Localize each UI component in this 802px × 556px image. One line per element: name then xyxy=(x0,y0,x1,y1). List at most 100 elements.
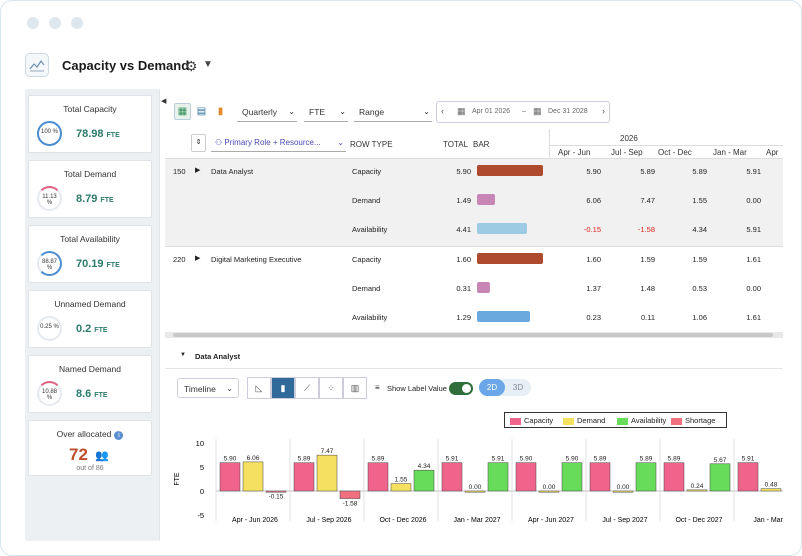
scrollbar-thumb[interactable] xyxy=(173,333,773,337)
row-total: 1.29 xyxy=(456,313,471,322)
year-header: 2026 xyxy=(620,134,638,143)
window-dot[interactable] xyxy=(27,17,39,29)
legend-item[interactable]: Shortage xyxy=(671,416,715,426)
window-dot[interactable] xyxy=(49,17,61,29)
quarter-value: 5.89 xyxy=(640,167,655,176)
quarter-value: 1.59 xyxy=(692,255,707,264)
x-tick-label: Jan - Mar 20 xyxy=(753,517,783,524)
total-bar xyxy=(477,194,495,205)
dimension-toggle[interactable]: 2D 3D xyxy=(479,379,531,396)
chevron-down-icon[interactable]: ▼ xyxy=(203,59,213,70)
legend-item[interactable]: Availability xyxy=(617,416,666,426)
bar-capacity xyxy=(663,462,685,492)
window-dot[interactable] xyxy=(71,17,83,29)
x-tick-label: Jul - Sep 2027 xyxy=(602,517,647,524)
date-to[interactable]: Dec 31 2028 xyxy=(548,108,588,115)
chevron-left-icon[interactable]: ‹ xyxy=(441,106,444,116)
chart-controls: Timeline ⌄ ◺ ▮ ⟋ ⁘ ▥ ≡ Show Label Value 2… xyxy=(165,377,783,405)
detail-title: Data Analyst xyxy=(195,352,241,361)
expand-icon[interactable]: ▶ xyxy=(195,255,201,262)
progress-ring: 10.88 % xyxy=(37,381,62,406)
unit-value: FTE xyxy=(309,107,326,117)
total-bar xyxy=(477,253,543,264)
progress-ring: 0.25 % xyxy=(37,316,62,341)
chevron-right-icon[interactable]: › xyxy=(602,106,605,116)
dim-2d[interactable]: 2D xyxy=(479,379,505,396)
kpi-title: Total Availability xyxy=(60,234,120,244)
expand-icon[interactable]: ▶ xyxy=(195,167,201,174)
data-grid: ⇕ ⚇ Primary Role + Resource... ⌄ ROW TYPE… xyxy=(165,129,783,339)
kpi-card-named-demand: Named Demand 10.88 % 8.6 FTE xyxy=(28,355,152,413)
legend-item[interactable]: Demand xyxy=(563,416,605,426)
total-bar xyxy=(477,223,527,234)
bar-availability xyxy=(487,462,509,492)
chevron-down-icon: ⌄ xyxy=(226,384,233,393)
view-select[interactable]: Timeline ⌄ xyxy=(177,378,239,398)
period-value: Quarterly xyxy=(242,107,277,117)
quarter-value: 0.23 xyxy=(586,313,601,322)
unit-select[interactable]: FTE ⌄ xyxy=(304,102,348,122)
period-select[interactable]: Quarterly ⌄ xyxy=(237,102,297,122)
group-by-select[interactable]: ⚇ Primary Role + Resource... ⌄ xyxy=(211,134,346,152)
show-label-toggle[interactable] xyxy=(449,382,473,395)
kpi-unit: FTE xyxy=(94,327,108,334)
label-icon: ≡ xyxy=(375,383,380,392)
table-view-icon[interactable]: ▤ xyxy=(196,106,207,117)
capacity-demand-chart: FTE 10 5 0 -5 Apr - Jun 2026 5.90 6.06 -0.15 Jul … xyxy=(174,439,783,524)
bar-availability xyxy=(413,469,435,492)
bar-chart-icon[interactable]: ▮ xyxy=(271,377,295,399)
range-select[interactable]: Range ⌄ xyxy=(354,102,432,122)
date-from[interactable]: Apr 01 2026 xyxy=(472,108,511,115)
kpi-subtext: out of 86 xyxy=(76,465,104,472)
grid-view-icon[interactable]: ▦ xyxy=(174,103,191,120)
kpi-unit: FTE xyxy=(106,132,120,139)
quarter-value: 1.37 xyxy=(586,284,601,293)
bar-capacity xyxy=(515,462,537,492)
grid-header: ⇕ ⚇ Primary Role + Resource... ⌄ ROW TYPE… xyxy=(165,129,783,159)
calendar-icon: ▦ xyxy=(457,106,466,116)
kpi-percent: 100 % xyxy=(40,129,58,135)
window-controls xyxy=(27,17,83,29)
total-bar xyxy=(477,282,490,293)
x-tick-label: Oct - Dec 2026 xyxy=(379,517,426,524)
row-total: 4.41 xyxy=(456,225,471,234)
col-quarter: Jul - Sep xyxy=(611,148,643,157)
legend-item[interactable]: Capacity xyxy=(510,416,553,426)
area-chart-icon[interactable]: ◺ xyxy=(247,377,271,399)
row-type: Demand xyxy=(352,284,381,293)
collapse-sidebar-icon[interactable]: ◀ xyxy=(161,98,167,105)
gear-icon[interactable]: ⚙ xyxy=(185,58,198,74)
collapse-caret-icon[interactable]: ▼ xyxy=(180,352,186,358)
page-title: Capacity vs Demand xyxy=(62,58,190,73)
row-type: Availability xyxy=(352,313,388,322)
scatter-chart-icon[interactable]: ⁘ xyxy=(319,377,343,399)
kpi-card-total-demand: Total Demand 11.13 % 8.79 FTE xyxy=(28,160,152,218)
y-axis-label: FTE xyxy=(174,472,181,486)
stacked-chart-icon[interactable]: ▥ xyxy=(343,377,367,399)
horizontal-scrollbar[interactable] xyxy=(165,332,783,338)
line-chart-icon[interactable]: ⟋ xyxy=(295,377,319,399)
bar-demand xyxy=(242,461,264,492)
data-label: 5.89 xyxy=(298,456,311,463)
quarter-value: 5.91 xyxy=(746,167,761,176)
bar-demand xyxy=(612,490,634,493)
kpi-percent: 11.13 % xyxy=(42,194,57,206)
group-name: Data Analyst xyxy=(211,167,254,176)
chart-view-icon[interactable]: ▮ xyxy=(217,106,224,117)
info-icon[interactable]: i xyxy=(114,431,124,440)
row-type: Availability xyxy=(352,225,388,234)
quarter-value: 1.61 xyxy=(746,313,761,322)
bar-demand xyxy=(538,490,560,493)
dim-3d[interactable]: 3D xyxy=(512,383,524,392)
hierarchy-icon: ⚇ xyxy=(215,138,223,147)
row-total: 0.31 xyxy=(456,284,471,293)
data-label: 5.91 xyxy=(446,456,459,463)
col-quarter: Apr - Jun xyxy=(558,148,591,157)
bar-shortage xyxy=(265,490,287,493)
date-range-picker[interactable]: ‹ ▦ Apr 01 2026 – ▦ Dec 31 2028 › xyxy=(436,101,610,123)
total-bar xyxy=(477,311,530,322)
sort-icon[interactable]: ⇕ xyxy=(191,134,206,152)
quarter-value: 5.91 xyxy=(746,225,761,234)
total-bar xyxy=(477,165,543,176)
progress-ring: 88.87 % xyxy=(37,251,62,276)
